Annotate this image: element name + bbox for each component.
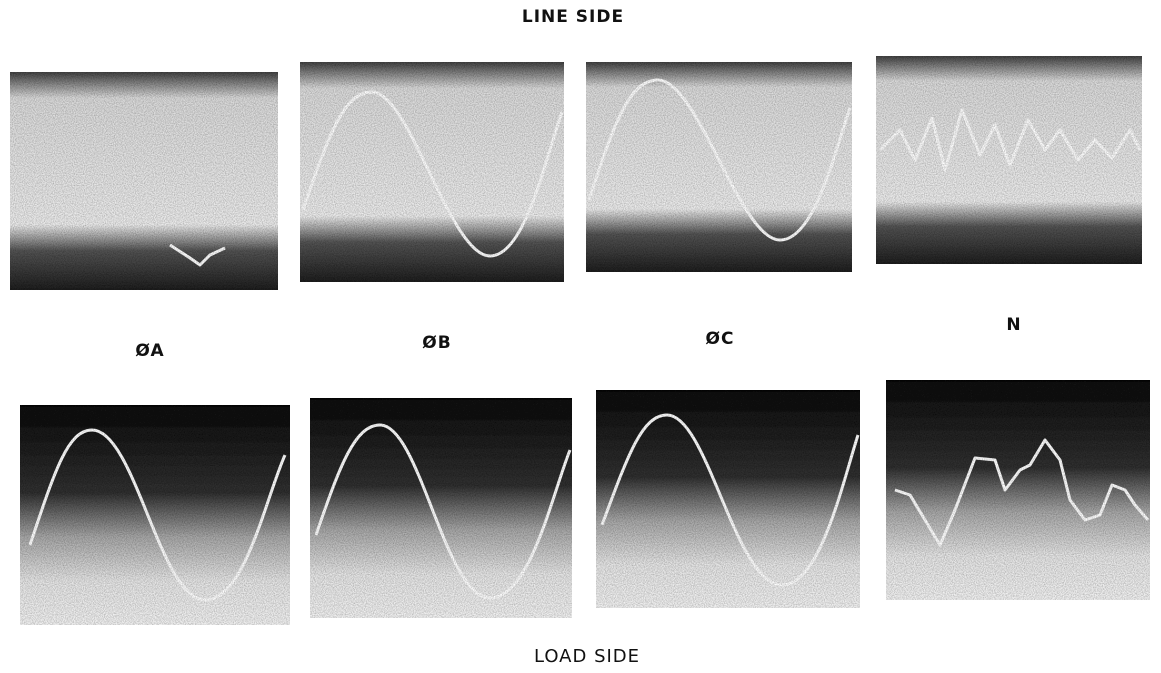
waveform [878,108,1142,172]
line-side-traces [10,56,1142,290]
channel-label: ØB [422,333,451,353]
load-side-caption: LOAD SIDE [534,646,640,667]
scope-panel [310,398,572,618]
line-side-title: LINE SIDE [522,7,624,27]
waveform [894,438,1150,547]
waveform [600,413,860,587]
scope-panel [586,62,852,272]
load-side-traces [20,380,1150,625]
waveform [301,90,564,258]
channel-label: N [1006,315,1021,335]
scope-panel [596,390,860,608]
waveform [28,428,287,602]
scope-panel [886,380,1150,600]
scope-panel [300,62,564,282]
channel-label: ØA [135,341,164,361]
waveform [314,423,572,600]
channel-label: ØC [706,329,735,349]
scope-panel [20,405,290,625]
scope-panel [10,72,278,290]
waveform [169,243,226,267]
waveform [587,78,852,242]
